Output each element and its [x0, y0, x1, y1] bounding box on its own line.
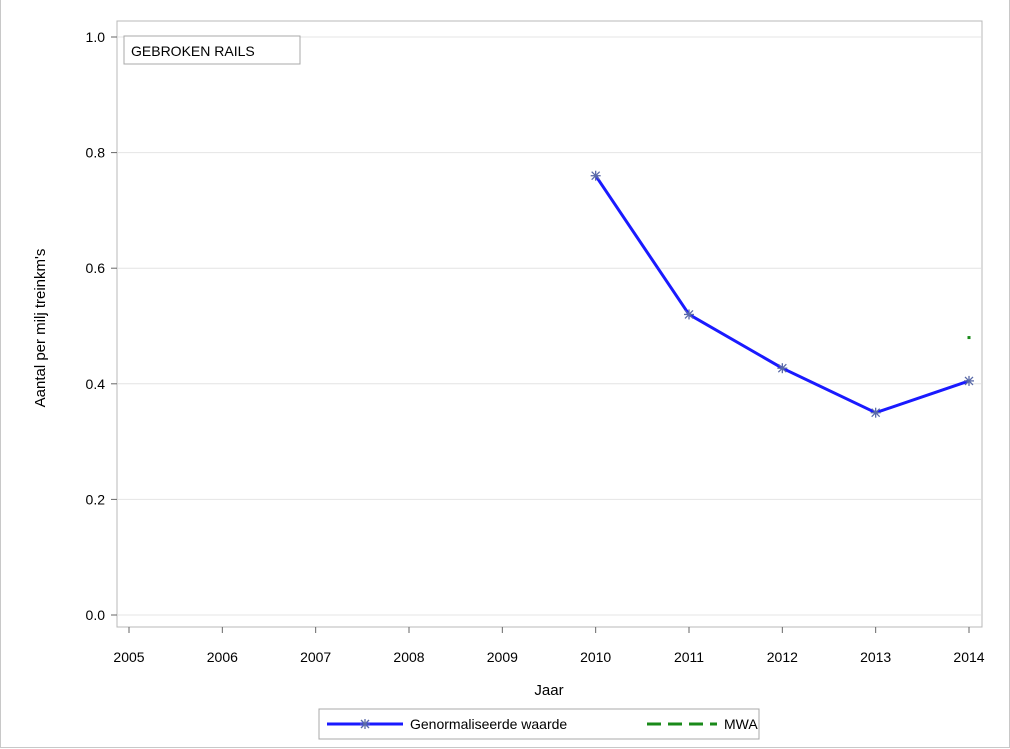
x-axis: 2005 2006 2007 2008 2009 2010 2011 2012 2013 2014	[113, 627, 985, 665]
legend-label-genormaliseerde: Genormaliseerde waarde	[410, 716, 567, 732]
annotation-box: GEBROKEN RAILS	[123, 35, 301, 65]
x-tick-label: 2006	[207, 649, 238, 665]
series-layer	[590, 170, 974, 418]
x-tick-label: 2007	[300, 649, 331, 665]
x-tick-label: 2008	[393, 649, 424, 665]
x-tick-label: 2010	[580, 649, 611, 665]
legend-marker-genormaliseerde	[360, 719, 370, 729]
y-tick-label: 1.0	[86, 29, 106, 45]
x-tick-label: 2009	[487, 649, 518, 665]
plot-area	[116, 20, 983, 628]
data-point	[590, 170, 601, 181]
y-tick-label: 0.2	[86, 491, 106, 507]
mwa-point	[967, 336, 971, 340]
y-axis: 0.0 0.2 0.4 0.6 0.8 1.0	[86, 29, 117, 623]
y-axis-title: Aantal per milj treinkm's	[32, 249, 49, 408]
x-tick-label: 2011	[674, 649, 704, 665]
legend: Genormaliseerde waarde MWA	[318, 708, 760, 740]
x-tick-label: 2012	[767, 649, 798, 665]
x-axis-title: Jaar	[534, 682, 563, 699]
legend-label-mwa: MWA	[724, 716, 758, 732]
y-tick-label: 0.8	[86, 145, 106, 161]
y-tick-label: 0.4	[86, 376, 106, 392]
data-point	[777, 363, 788, 374]
data-point	[684, 309, 694, 320]
data-point	[964, 375, 974, 386]
x-tick-label: 2013	[860, 649, 891, 665]
annotation-text: GEBROKEN RAILS	[131, 43, 255, 59]
y-tick-label: 0.6	[86, 260, 106, 276]
x-tick-label: 2005	[113, 649, 144, 665]
x-tick-label: 2014	[953, 649, 984, 665]
y-tick-label: 0.0	[86, 607, 106, 623]
data-point	[870, 407, 881, 418]
